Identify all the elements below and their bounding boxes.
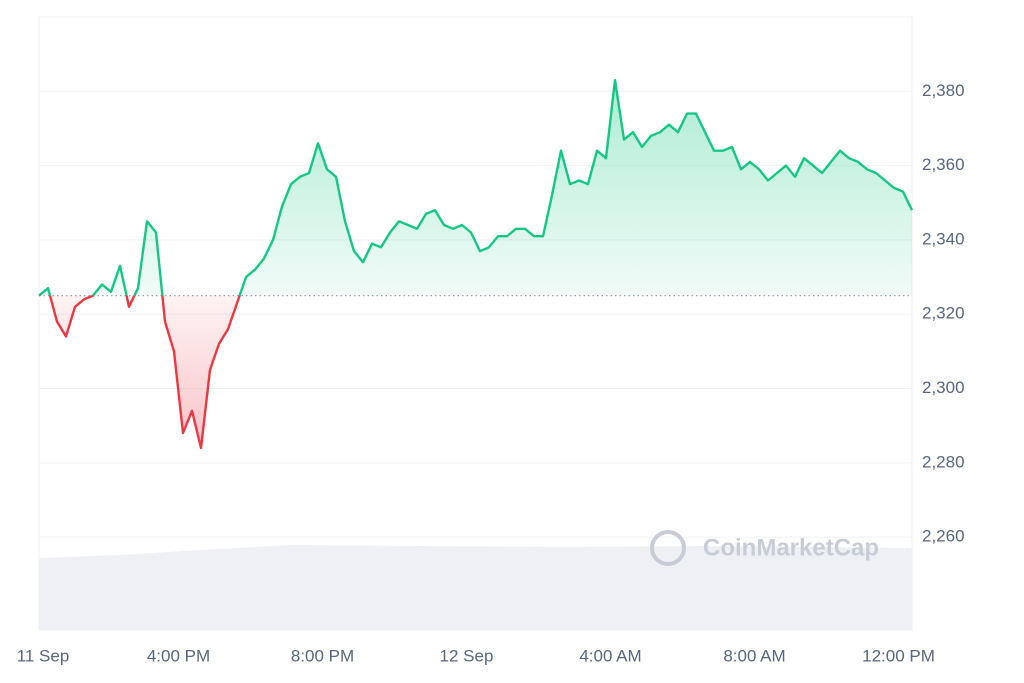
x-tick-label: 11 Sep xyxy=(17,646,70,665)
watermark: CoinMarketCap xyxy=(650,530,879,566)
watermark-text: CoinMarketCap xyxy=(703,534,879,561)
x-tick-label: 4:00 PM xyxy=(147,646,210,665)
y-tick-label: 2,320 xyxy=(922,304,965,323)
y-tick-label: 2,300 xyxy=(922,378,965,397)
x-tick-label: 4:00 AM xyxy=(579,646,641,665)
y-tick-label: 2,360 xyxy=(922,155,965,174)
y-tick-label: 2,280 xyxy=(922,452,965,471)
x-tick-label: 12:00 PM xyxy=(862,646,935,665)
volume-area xyxy=(39,545,912,630)
y-tick-label: 2,380 xyxy=(922,81,965,100)
watermark-logo xyxy=(650,530,686,566)
x-tick-label: 8:00 AM xyxy=(723,646,785,665)
y-tick-label: 2,340 xyxy=(922,229,965,248)
x-tick-label: 12 Sep xyxy=(440,646,494,665)
price-line xyxy=(38,79,914,450)
area-fill xyxy=(39,80,912,448)
x-tick-label: 8:00 PM xyxy=(291,646,354,665)
y-tick-label: 2,260 xyxy=(922,527,965,546)
